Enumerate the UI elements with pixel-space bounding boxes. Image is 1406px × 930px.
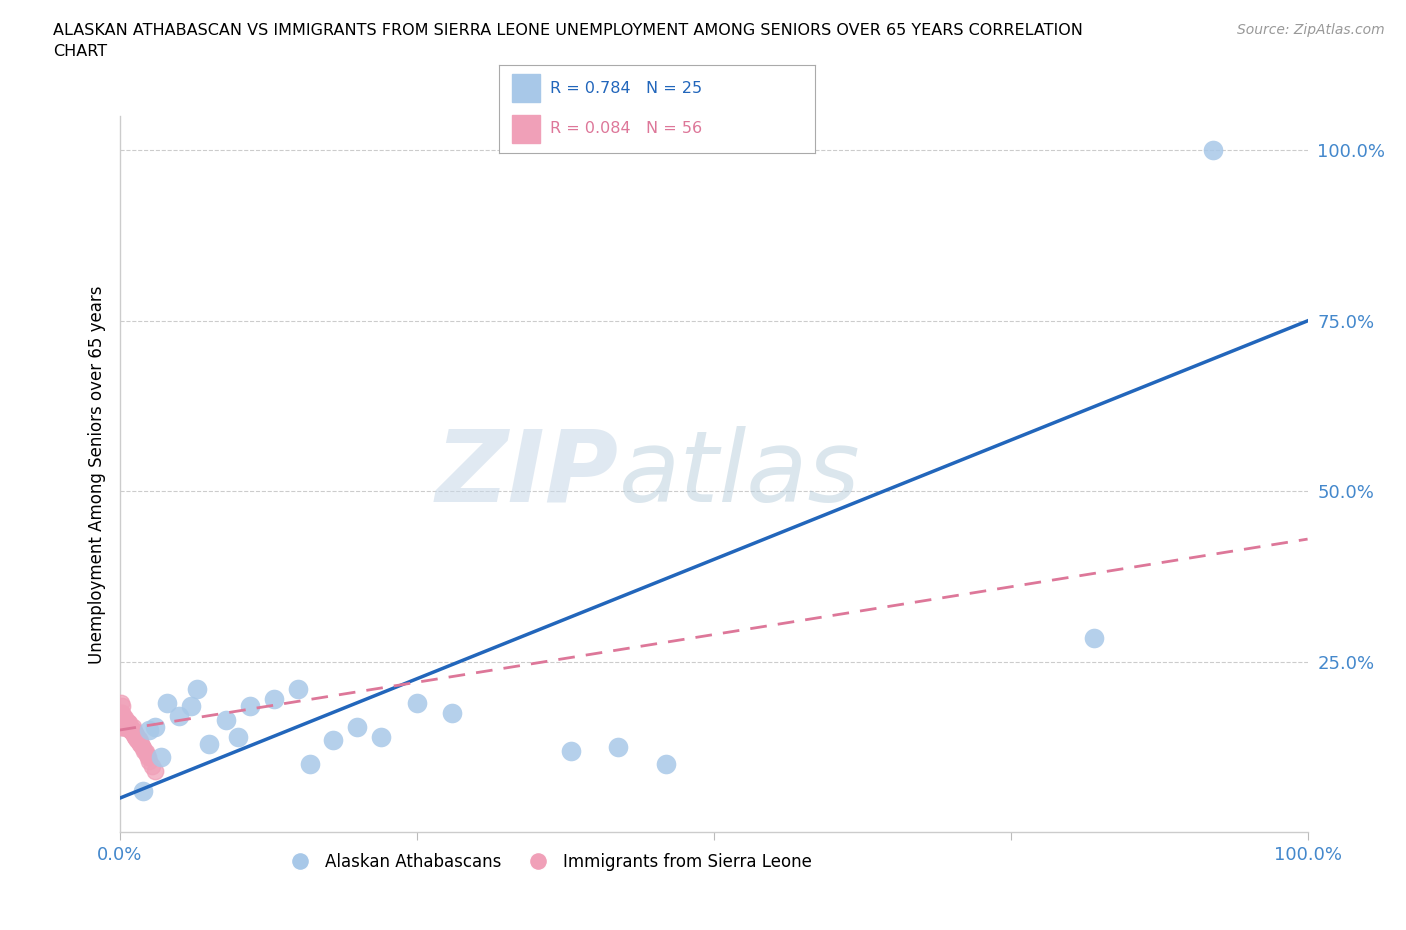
Point (122, 727, 145, 742)
Point (112, 712, 135, 727)
Point (120, 721, 142, 736)
Point (110, 719, 132, 734)
Point (121, 725, 143, 740)
Point (186, 682, 208, 697)
Point (114, 717, 136, 732)
Point (128, 737, 150, 751)
Point (287, 682, 309, 697)
Text: ALASKAN ATHABASCAN VS IMMIGRANTS FROM SIERRA LEONE UNEMPLOYMENT AMONG SENIORS OV: ALASKAN ATHABASCAN VS IMMIGRANTS FROM SI… (53, 23, 1083, 38)
Point (131, 739, 153, 754)
Point (114, 711, 136, 725)
Point (370, 729, 392, 744)
Point (112, 716, 135, 731)
Point (111, 698, 134, 713)
Point (114, 713, 136, 728)
Point (114, 719, 136, 734)
Y-axis label: Unemployment Among Seniors over 65 years: Unemployment Among Seniors over 65 years (87, 286, 105, 663)
Point (112, 709, 135, 724)
Point (132, 784, 155, 799)
Point (132, 740, 155, 755)
Point (167, 709, 190, 724)
Point (128, 734, 150, 749)
Point (1083, 631, 1105, 645)
Point (263, 692, 285, 707)
Point (134, 743, 156, 758)
Text: CHART: CHART (53, 44, 107, 59)
Legend: Alaskan Athabascans, Immigrants from Sierra Leone: Alaskan Athabascans, Immigrants from Sie… (276, 846, 818, 878)
Point (441, 706, 464, 721)
Point (180, 698, 202, 713)
Point (111, 709, 134, 724)
Point (346, 719, 368, 734)
Point (120, 720, 142, 735)
Point (197, 737, 219, 751)
Point (128, 732, 150, 747)
Point (127, 729, 149, 744)
Point (607, 739, 630, 754)
Point (117, 714, 139, 729)
Point (405, 696, 427, 711)
Point (138, 723, 160, 737)
Bar (512, 74, 540, 102)
Text: R = 0.784   N = 25: R = 0.784 N = 25 (550, 81, 702, 96)
Point (298, 757, 321, 772)
Point (121, 720, 143, 735)
Point (138, 753, 160, 768)
Text: R = 0.084   N = 56: R = 0.084 N = 56 (550, 121, 702, 136)
Point (128, 734, 150, 749)
Text: atlas: atlas (619, 426, 860, 523)
Point (110, 706, 132, 721)
Point (122, 724, 145, 738)
Point (143, 719, 166, 734)
Point (228, 729, 250, 744)
Point (118, 716, 141, 731)
Point (112, 719, 135, 734)
Point (655, 757, 678, 772)
Point (143, 764, 166, 778)
Text: ZIP: ZIP (436, 426, 619, 523)
Point (322, 733, 344, 748)
Point (125, 727, 148, 742)
Point (560, 743, 582, 758)
Point (1201, 143, 1223, 158)
Bar (512, 114, 540, 143)
Point (156, 696, 179, 711)
Point (115, 714, 138, 729)
Point (115, 719, 138, 734)
Point (117, 717, 139, 732)
Point (112, 719, 135, 734)
Point (120, 724, 142, 738)
Point (135, 744, 157, 759)
Point (125, 731, 148, 746)
Text: Source: ZipAtlas.com: Source: ZipAtlas.com (1237, 23, 1385, 37)
Point (111, 706, 134, 721)
Point (111, 719, 134, 734)
Point (129, 737, 152, 752)
Point (239, 698, 262, 713)
Point (124, 726, 146, 741)
Point (117, 719, 139, 734)
Point (110, 696, 132, 711)
Point (115, 717, 138, 732)
Point (150, 750, 173, 764)
Point (120, 723, 142, 737)
Point (135, 747, 157, 762)
Point (118, 722, 141, 737)
Point (124, 729, 146, 744)
Point (121, 723, 143, 737)
Point (112, 711, 135, 725)
Point (136, 750, 159, 764)
Point (118, 719, 141, 734)
Point (141, 758, 163, 773)
Point (215, 712, 238, 727)
Point (112, 714, 135, 729)
Point (127, 733, 149, 748)
